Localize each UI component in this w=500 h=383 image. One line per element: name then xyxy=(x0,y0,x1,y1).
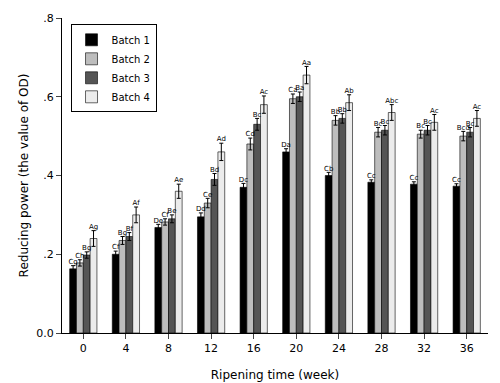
svg-text:4: 4 xyxy=(122,342,129,355)
svg-text:.4: .4 xyxy=(43,169,54,182)
svg-text:Bc: Bc xyxy=(381,118,390,126)
svg-text:Bc: Bc xyxy=(416,122,425,130)
svg-text:0: 0 xyxy=(80,342,87,355)
svg-text:Cc: Cc xyxy=(410,174,419,182)
svg-text:Da: Da xyxy=(281,141,291,149)
svg-text:Bg: Bg xyxy=(118,229,127,237)
svg-text:Cg: Cg xyxy=(68,258,77,266)
svg-text:Ce: Ce xyxy=(203,191,212,199)
svg-text:0.0: 0.0 xyxy=(36,327,54,340)
svg-text:24: 24 xyxy=(332,342,346,355)
svg-text:Bc: Bc xyxy=(423,118,432,126)
svg-text:Aa: Aa xyxy=(302,59,311,67)
svg-text:Ac: Ac xyxy=(473,103,482,111)
svg-text:Cc: Cc xyxy=(452,176,461,184)
svg-text:Abc: Abc xyxy=(385,97,398,105)
svg-text:Bd: Bd xyxy=(210,166,219,174)
svg-text:20: 20 xyxy=(289,342,303,355)
svg-text:12: 12 xyxy=(204,342,218,355)
svg-text:Cc: Cc xyxy=(367,172,376,180)
svg-text:Ad: Ad xyxy=(217,135,226,143)
svg-text:Bcd: Bcd xyxy=(457,124,470,132)
svg-text:16: 16 xyxy=(247,342,261,355)
svg-text:.2: .2 xyxy=(43,248,54,261)
svg-text:Be: Be xyxy=(167,207,176,215)
svg-text:Dc: Dc xyxy=(239,176,248,184)
svg-text:.6: .6 xyxy=(43,91,54,104)
svg-text:Batch 3: Batch 3 xyxy=(112,73,150,84)
svg-text:32: 32 xyxy=(417,342,431,355)
svg-text:Reducing power (the value of O: Reducing power (the value of OD) xyxy=(17,74,31,278)
svg-text:Bb: Bb xyxy=(338,106,348,114)
svg-text:Batch 4: Batch 4 xyxy=(112,92,150,103)
svg-text:Ab: Ab xyxy=(345,87,355,95)
svg-text:Bb: Bb xyxy=(331,108,341,116)
svg-text:8: 8 xyxy=(165,342,172,355)
svg-text:Bg: Bg xyxy=(82,244,91,252)
svg-text:28: 28 xyxy=(375,342,389,355)
svg-text:Bc: Bc xyxy=(374,120,383,128)
svg-text:Bc: Bc xyxy=(253,111,262,119)
svg-text:Ca: Ca xyxy=(288,86,297,94)
svg-text:Ch: Ch xyxy=(75,252,84,260)
svg-text:Cb: Cb xyxy=(324,165,334,173)
svg-text:36: 36 xyxy=(460,342,474,355)
svg-text:Ac: Ac xyxy=(260,88,269,96)
svg-text:Ae: Ae xyxy=(174,176,183,184)
svg-text:Bf: Bf xyxy=(126,225,134,233)
svg-text:Ac: Ac xyxy=(430,107,439,115)
svg-text:De: De xyxy=(153,217,163,225)
svg-text:Cd: Cd xyxy=(246,130,255,138)
svg-text:Cf: Cf xyxy=(161,211,169,219)
svg-text:Batch 2: Batch 2 xyxy=(112,54,150,65)
svg-text:Cf: Cf xyxy=(112,243,120,251)
svg-text:.8: .8 xyxy=(43,12,54,25)
svg-text:Af: Af xyxy=(133,199,141,207)
svg-text:Batch 1: Batch 1 xyxy=(112,35,150,46)
svg-text:Ripening time (week): Ripening time (week) xyxy=(211,368,339,382)
svg-text:Bc: Bc xyxy=(466,120,475,128)
svg-text:Ag: Ag xyxy=(89,223,98,231)
svg-text:Ba: Ba xyxy=(295,84,304,92)
svg-text:Dd: Dd xyxy=(196,205,206,213)
